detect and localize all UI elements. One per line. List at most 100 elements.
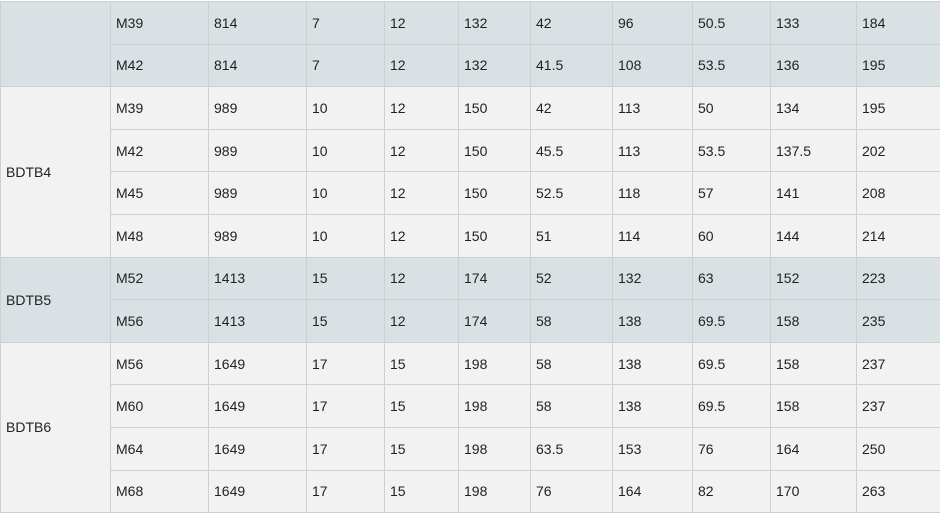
table-cell: 69.5 — [693, 342, 771, 385]
table-cell: 7 — [307, 2, 385, 45]
table-cell: 96 — [613, 2, 693, 45]
table-cell: 235 — [857, 300, 940, 343]
table-cell: 198 — [459, 342, 531, 385]
table-cell: 15 — [385, 470, 459, 513]
table-cell: 223 — [857, 257, 940, 300]
size-cell: M45 — [111, 172, 209, 215]
table-cell: 133 — [771, 2, 857, 45]
table-cell: 170 — [771, 470, 857, 513]
table-cell: 17 — [307, 385, 385, 428]
table-cell: 214 — [857, 214, 940, 257]
table-cell: 57 — [693, 172, 771, 215]
table-cell: 53.5 — [693, 44, 771, 87]
table-cell: 237 — [857, 385, 940, 428]
table-cell: 12 — [385, 257, 459, 300]
table-cell: 164 — [613, 470, 693, 513]
table-cell: 263 — [857, 470, 940, 513]
table-cell: 15 — [307, 300, 385, 343]
size-cell: M48 — [111, 214, 209, 257]
table-cell: 150 — [459, 172, 531, 215]
table-cell: 10 — [307, 214, 385, 257]
table-cell: 12 — [385, 87, 459, 130]
table-cell: 150 — [459, 87, 531, 130]
table-cell: 15 — [385, 342, 459, 385]
table-cell: 45.5 — [531, 129, 613, 172]
table-cell: 158 — [771, 300, 857, 343]
size-cell: M56 — [111, 300, 209, 343]
size-cell: M39 — [111, 87, 209, 130]
size-cell: M60 — [111, 385, 209, 428]
table-cell: 989 — [209, 172, 307, 215]
table-cell: 1649 — [209, 470, 307, 513]
table-cell: 174 — [459, 300, 531, 343]
table-cell: 17 — [307, 470, 385, 513]
table-cell: 1649 — [209, 385, 307, 428]
table-cell: 132 — [459, 44, 531, 87]
table-cell: 58 — [531, 300, 613, 343]
table-cell: 1649 — [209, 427, 307, 470]
table-cell: 52 — [531, 257, 613, 300]
table-cell: 58 — [531, 342, 613, 385]
size-cell: M42 — [111, 129, 209, 172]
table-cell: 41.5 — [531, 44, 613, 87]
table-cell: 132 — [613, 257, 693, 300]
table-cell: 158 — [771, 385, 857, 428]
group-label: BDTB4 — [1, 87, 111, 257]
size-cell: M52 — [111, 257, 209, 300]
size-cell: M56 — [111, 342, 209, 385]
table-cell: 237 — [857, 342, 940, 385]
table-cell: 1413 — [209, 300, 307, 343]
table-cell: 1413 — [209, 257, 307, 300]
table-cell: 138 — [613, 385, 693, 428]
table-cell: 58 — [531, 385, 613, 428]
table-cell: 989 — [209, 214, 307, 257]
table-cell: 198 — [459, 470, 531, 513]
table-cell: 250 — [857, 427, 940, 470]
size-cell: M64 — [111, 427, 209, 470]
table-cell: 51 — [531, 214, 613, 257]
table-cell: 202 — [857, 129, 940, 172]
table-cell: 174 — [459, 257, 531, 300]
table-cell: 184 — [857, 2, 940, 45]
table-cell: 118 — [613, 172, 693, 215]
table-cell: 7 — [307, 44, 385, 87]
table-cell: 12 — [385, 300, 459, 343]
table-cell: 76 — [531, 470, 613, 513]
table-cell: 137.5 — [771, 129, 857, 172]
table-cell: 158 — [771, 342, 857, 385]
size-cell: M42 — [111, 44, 209, 87]
table-cell: 63.5 — [531, 427, 613, 470]
table-cell: 138 — [613, 300, 693, 343]
table-cell: 138 — [613, 342, 693, 385]
table-cell: 10 — [307, 172, 385, 215]
table-cell: 12 — [385, 44, 459, 87]
table-cell: 76 — [693, 427, 771, 470]
table-cell: 1649 — [209, 342, 307, 385]
table-cell: 12 — [385, 214, 459, 257]
table-cell: 53.5 — [693, 129, 771, 172]
table-cell: 141 — [771, 172, 857, 215]
group-label — [1, 2, 111, 87]
group-label: BDTB6 — [1, 342, 111, 512]
table-cell: 144 — [771, 214, 857, 257]
table-cell: 113 — [613, 87, 693, 130]
table-cell: 15 — [385, 385, 459, 428]
table-cell: 10 — [307, 87, 385, 130]
table-cell: 50 — [693, 87, 771, 130]
table-cell: 814 — [209, 44, 307, 87]
table-cell: 195 — [857, 44, 940, 87]
table-cell: 814 — [209, 2, 307, 45]
table-cell: 12 — [385, 129, 459, 172]
table-cell: 15 — [307, 257, 385, 300]
table-cell: 114 — [613, 214, 693, 257]
table-cell: 52.5 — [531, 172, 613, 215]
table-cell: 82 — [693, 470, 771, 513]
